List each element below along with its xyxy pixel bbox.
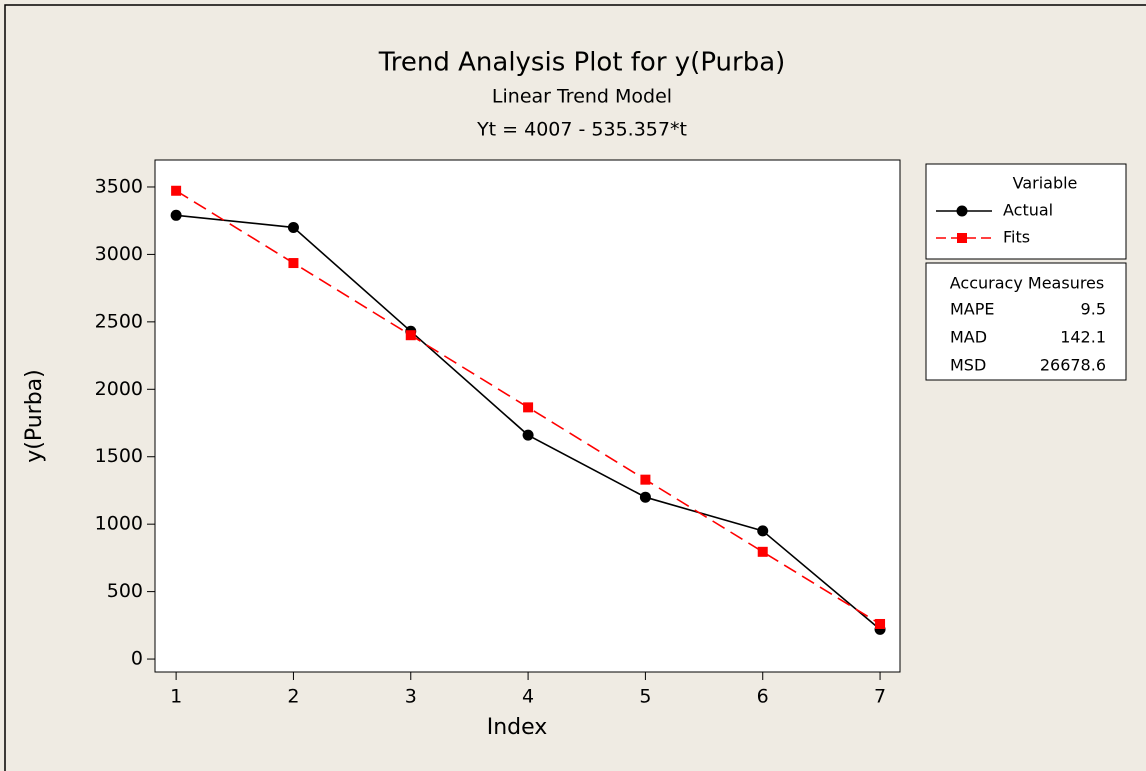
data-point xyxy=(639,491,651,503)
accuracy-value: 9.5 xyxy=(1081,300,1106,319)
chart-title: Trend Analysis Plot for y(Purba) xyxy=(378,48,786,78)
y-axis-label: y(Purba) xyxy=(22,369,47,463)
y-tick-label: 1000 xyxy=(95,513,143,535)
data-point xyxy=(522,429,534,441)
x-tick-label: 4 xyxy=(522,686,534,708)
accuracy-label: MSD xyxy=(950,356,986,375)
legend-marker xyxy=(956,205,968,217)
x-tick-label: 2 xyxy=(287,686,299,708)
legend-label: Actual xyxy=(1003,201,1053,220)
x-axis-label: Index xyxy=(487,715,548,740)
legend-title: Variable xyxy=(1013,174,1078,193)
legend-label: Fits xyxy=(1003,228,1030,247)
chart-subtitle: Linear Trend Model xyxy=(492,86,672,108)
x-tick-label: 3 xyxy=(405,686,417,708)
data-point xyxy=(523,402,534,413)
data-point xyxy=(405,330,416,341)
y-tick-label: 3000 xyxy=(95,243,143,265)
y-tick-label: 500 xyxy=(107,580,143,602)
plot-area xyxy=(154,159,901,673)
accuracy-box xyxy=(925,262,1127,381)
accuracy-label: MAD xyxy=(950,328,987,347)
data-point xyxy=(875,618,886,629)
data-point xyxy=(171,185,182,196)
data-point xyxy=(757,546,768,557)
data-point xyxy=(640,474,651,485)
y-tick-label: 2000 xyxy=(95,378,143,400)
accuracy-label: MAPE xyxy=(950,300,995,319)
accuracy-value: 142.1 xyxy=(1060,328,1106,347)
y-tick-label: 1500 xyxy=(95,445,143,467)
x-tick-label: 1 xyxy=(170,686,182,708)
y-tick-label: 3500 xyxy=(95,175,143,197)
data-point xyxy=(287,221,299,233)
data-point xyxy=(288,258,299,269)
accuracy-title: Accuracy Measures xyxy=(950,274,1104,293)
x-tick-label: 5 xyxy=(639,686,651,708)
legend-marker xyxy=(957,233,967,243)
equation: Yt = 4007 - 535.357*t xyxy=(476,119,687,141)
accuracy-value: 26678.6 xyxy=(1040,356,1106,375)
y-tick-label: 2500 xyxy=(95,310,143,332)
x-tick-label: 6 xyxy=(757,686,769,708)
data-point xyxy=(170,209,182,221)
data-point xyxy=(757,525,769,537)
x-tick-label: 7 xyxy=(874,686,886,708)
y-tick-label: 0 xyxy=(131,648,143,670)
